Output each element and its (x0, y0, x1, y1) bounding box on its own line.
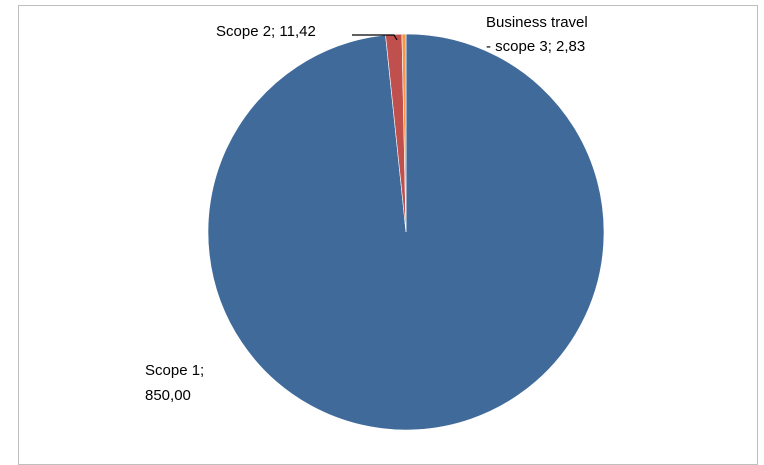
data-label-scope1-name: Scope 1; (145, 362, 204, 379)
data-label-scope2: Scope 2; 11,42 (216, 23, 316, 40)
scope2-leader-line (352, 34, 398, 41)
data-label-travel-line1: Business travel (486, 14, 588, 31)
pie-slice-business-travel (401, 33, 407, 233)
data-label-scope1-value: 850,00 (145, 387, 191, 404)
pie-chart: Scope 2; 11,42 Business travel - scope 3… (145, 14, 605, 431)
data-label-travel-line2: - scope 3; 2,83 (486, 38, 585, 55)
pie-slices (207, 33, 605, 431)
chart-frame: Scope 2; 11,42 Business travel - scope 3… (18, 5, 758, 465)
